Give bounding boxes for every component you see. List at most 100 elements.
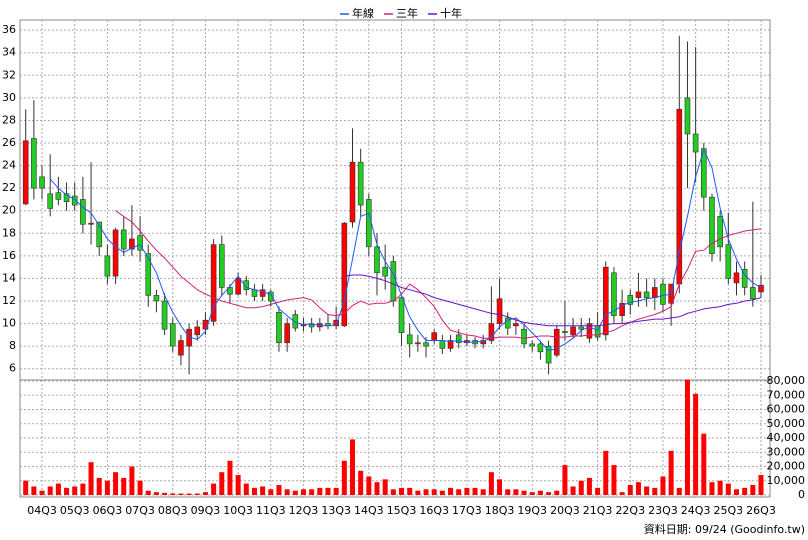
volume-bar bbox=[644, 486, 650, 495]
ma-line bbox=[49, 148, 762, 352]
candle-body bbox=[96, 221, 103, 248]
volume-bar bbox=[47, 486, 53, 495]
x-tick-label: 14Q3 bbox=[354, 504, 384, 517]
volume-bar bbox=[104, 480, 110, 495]
y2-tick-label: 80,000 bbox=[767, 374, 806, 387]
candle-body bbox=[692, 133, 699, 153]
volume-bar bbox=[350, 439, 355, 495]
volume-bar bbox=[423, 489, 429, 495]
y-tick-label: 10 bbox=[2, 317, 16, 330]
volume-bar bbox=[456, 489, 462, 495]
candle-body bbox=[439, 340, 446, 349]
candle-body bbox=[398, 297, 405, 333]
y2-tick-label: 20,000 bbox=[767, 460, 806, 473]
volume-bar bbox=[113, 472, 119, 495]
y2-tick-label: 70,000 bbox=[767, 388, 806, 401]
candle-body bbox=[137, 235, 143, 251]
x-tick-label: 05Q3 bbox=[60, 504, 90, 517]
candle-body bbox=[112, 229, 119, 277]
volume-bar bbox=[676, 487, 682, 495]
volume-bar bbox=[309, 489, 315, 495]
x-tick-label: 15Q3 bbox=[387, 504, 417, 517]
volume-bar bbox=[537, 490, 543, 495]
candle-body bbox=[47, 193, 54, 209]
volume-bar bbox=[431, 489, 437, 495]
volume-bar bbox=[162, 492, 168, 495]
x-tick-label: 21Q3 bbox=[583, 504, 613, 517]
candle-body bbox=[366, 199, 372, 248]
candle-body bbox=[651, 287, 658, 298]
x-tick-label: 09Q3 bbox=[191, 504, 221, 517]
candle-body bbox=[145, 253, 152, 296]
volume-bar bbox=[31, 486, 37, 495]
y2-tick-label: 0 bbox=[798, 488, 805, 501]
candle-body bbox=[218, 244, 225, 288]
y2-tick-label: 50,000 bbox=[767, 417, 806, 430]
candle-body bbox=[259, 289, 266, 297]
volume-bar bbox=[129, 466, 135, 495]
volume-bar bbox=[554, 490, 560, 495]
candle-body bbox=[194, 326, 201, 336]
volume-bar bbox=[276, 485, 282, 495]
candle-body bbox=[178, 340, 184, 356]
candle-body bbox=[537, 343, 544, 353]
volume-bar bbox=[546, 492, 552, 495]
x-tick-label: 16Q3 bbox=[419, 504, 449, 517]
y-tick-label: 20 bbox=[2, 204, 16, 217]
volume-bar bbox=[635, 482, 641, 495]
volume-bar bbox=[202, 492, 208, 495]
volume-bar bbox=[668, 450, 674, 495]
volume-bar bbox=[505, 489, 511, 495]
volume-bar bbox=[529, 492, 535, 495]
y-tick-label: 28 bbox=[2, 113, 16, 126]
y2-tick-label: 10,000 bbox=[767, 474, 806, 487]
candle-body bbox=[63, 193, 70, 202]
candle-body bbox=[357, 161, 364, 206]
x-tick-label: 04Q3 bbox=[27, 504, 57, 517]
candle-body bbox=[406, 334, 413, 345]
candle-body bbox=[31, 138, 37, 189]
volume-bar bbox=[562, 465, 568, 495]
volume-bar bbox=[472, 487, 478, 495]
y-tick-label: 22 bbox=[2, 181, 16, 194]
x-tick-label: 20Q3 bbox=[550, 504, 580, 517]
volume-bar bbox=[333, 487, 339, 495]
volume-bar bbox=[578, 480, 584, 495]
candle-body bbox=[120, 229, 127, 250]
x-tick-label: 19Q3 bbox=[517, 504, 547, 517]
candle-body bbox=[80, 199, 86, 225]
candle-body bbox=[267, 291, 274, 302]
volume-bar bbox=[88, 462, 94, 495]
x-tick-label: 26Q3 bbox=[746, 504, 776, 517]
candle-body bbox=[161, 300, 168, 330]
candle-body bbox=[602, 266, 609, 336]
volume-bar bbox=[55, 483, 61, 495]
candle-body bbox=[521, 328, 527, 345]
volume-bar bbox=[742, 487, 748, 495]
volume-bar bbox=[64, 487, 70, 495]
volume-bar bbox=[570, 486, 576, 495]
y-tick-label: 24 bbox=[2, 159, 16, 172]
candle-body bbox=[570, 326, 576, 336]
candle-body bbox=[480, 340, 487, 345]
candle-body bbox=[643, 291, 650, 298]
candle-body bbox=[235, 278, 241, 295]
candle-body bbox=[333, 319, 339, 327]
candle-body bbox=[382, 266, 388, 277]
candle-body bbox=[676, 108, 683, 285]
volume-bar bbox=[194, 493, 200, 495]
candle-body bbox=[169, 323, 176, 347]
volume-bar bbox=[415, 490, 421, 495]
y2-tick-label: 60,000 bbox=[767, 403, 806, 416]
candle-body bbox=[488, 323, 495, 341]
candle-body bbox=[717, 216, 723, 248]
candle-body bbox=[39, 176, 45, 189]
candle-body bbox=[725, 244, 732, 279]
candle-body bbox=[227, 287, 233, 295]
y-tick-label: 16 bbox=[2, 249, 16, 262]
y-tick-label: 12 bbox=[2, 294, 16, 307]
candle-body bbox=[709, 196, 715, 254]
volume-bar bbox=[374, 482, 380, 495]
volume-bar bbox=[521, 490, 527, 495]
x-tick-label: 12Q3 bbox=[289, 504, 319, 517]
